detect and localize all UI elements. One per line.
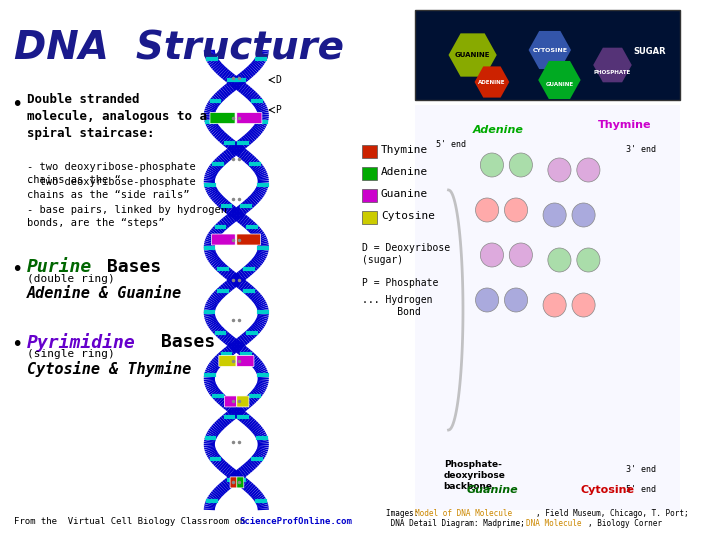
Text: D: D bbox=[275, 75, 281, 85]
Text: Pyrimidine: Pyrimidine bbox=[27, 333, 136, 352]
Text: Guanine: Guanine bbox=[466, 485, 518, 495]
Circle shape bbox=[505, 198, 528, 222]
Bar bbox=[361, 167, 377, 180]
FancyBboxPatch shape bbox=[212, 234, 235, 245]
Circle shape bbox=[475, 198, 499, 222]
Text: Guanine: Guanine bbox=[381, 189, 428, 199]
Text: PHOSPHATE: PHOSPHATE bbox=[594, 70, 631, 75]
FancyBboxPatch shape bbox=[230, 477, 237, 488]
Text: Images:: Images: bbox=[386, 509, 428, 518]
Text: - two deoxyribose-phosphate
chains as the “: - two deoxyribose-phosphate chains as th… bbox=[27, 162, 196, 185]
Text: - base pairs, linked by hydrogen
bonds, are the “steps”: - base pairs, linked by hydrogen bonds, … bbox=[27, 205, 227, 228]
Text: ADENINE: ADENINE bbox=[478, 79, 505, 84]
Text: (double ring): (double ring) bbox=[27, 274, 114, 284]
Text: •: • bbox=[12, 95, 23, 114]
FancyBboxPatch shape bbox=[225, 396, 237, 407]
FancyBboxPatch shape bbox=[237, 477, 244, 488]
Text: Thymine: Thymine bbox=[381, 145, 428, 155]
Text: P = Phosphate: P = Phosphate bbox=[361, 278, 438, 288]
Text: Thymine: Thymine bbox=[598, 120, 652, 130]
Text: Model of DNA Molecule: Model of DNA Molecule bbox=[415, 509, 512, 518]
Bar bbox=[361, 145, 377, 158]
Text: Adenine: Adenine bbox=[381, 167, 428, 177]
Text: GUANINE: GUANINE bbox=[455, 52, 490, 58]
Text: SUGAR: SUGAR bbox=[633, 48, 665, 57]
Text: 3' end: 3' end bbox=[626, 145, 656, 154]
Text: Double stranded
molecule, analogous to a
spiral staircase:: Double stranded molecule, analogous to a… bbox=[27, 93, 207, 140]
Circle shape bbox=[509, 243, 532, 267]
Text: •: • bbox=[12, 335, 23, 354]
Text: •: • bbox=[12, 260, 23, 279]
Text: Cytosine & Thymine: Cytosine & Thymine bbox=[27, 361, 192, 377]
Text: , Field Museum, Chicago, T. Port;: , Field Museum, Chicago, T. Port; bbox=[536, 509, 689, 518]
Bar bbox=[361, 211, 377, 224]
Text: Purine: Purine bbox=[27, 258, 92, 276]
FancyBboxPatch shape bbox=[237, 396, 249, 407]
Text: P: P bbox=[275, 105, 281, 115]
Bar bbox=[415, 10, 680, 100]
Text: From the  Virtual Cell Biology Classroom on: From the Virtual Cell Biology Classroom … bbox=[14, 517, 256, 526]
Text: 5' end: 5' end bbox=[436, 140, 466, 149]
Circle shape bbox=[480, 243, 503, 267]
Circle shape bbox=[543, 203, 566, 227]
Text: D = Deoxyribose
(sugar): D = Deoxyribose (sugar) bbox=[361, 243, 450, 265]
Text: Adenine & Guanine: Adenine & Guanine bbox=[27, 286, 182, 301]
Text: , Biology Corner: , Biology Corner bbox=[588, 519, 662, 528]
Circle shape bbox=[509, 153, 532, 177]
Text: ScienceProfOnline.com: ScienceProfOnline.com bbox=[239, 517, 352, 526]
Circle shape bbox=[480, 153, 503, 177]
Text: Cytosine: Cytosine bbox=[381, 211, 435, 221]
Text: Phosphate-
deoxyribose
backbone: Phosphate- deoxyribose backbone bbox=[444, 460, 505, 491]
Circle shape bbox=[543, 293, 566, 317]
Circle shape bbox=[577, 248, 600, 272]
Text: Bases: Bases bbox=[96, 258, 162, 276]
FancyBboxPatch shape bbox=[237, 234, 261, 245]
Text: Adenine: Adenine bbox=[472, 125, 523, 135]
Circle shape bbox=[505, 288, 528, 312]
Circle shape bbox=[572, 203, 595, 227]
Text: CYTOSINE: CYTOSINE bbox=[532, 48, 567, 52]
Bar bbox=[415, 105, 680, 510]
FancyBboxPatch shape bbox=[237, 355, 254, 367]
Circle shape bbox=[475, 288, 499, 312]
Text: 5' end: 5' end bbox=[626, 485, 656, 494]
Text: 3' end: 3' end bbox=[626, 465, 656, 474]
Circle shape bbox=[577, 158, 600, 182]
Text: DNA Molecule: DNA Molecule bbox=[526, 519, 581, 528]
FancyBboxPatch shape bbox=[210, 112, 235, 124]
Text: Bases: Bases bbox=[150, 333, 215, 351]
Text: Cytosine: Cytosine bbox=[580, 485, 634, 495]
Bar bbox=[361, 189, 377, 202]
Circle shape bbox=[548, 158, 571, 182]
Text: (single ring): (single ring) bbox=[27, 349, 114, 359]
Text: ... Hydrogen
      Bond: ... Hydrogen Bond bbox=[361, 295, 432, 318]
FancyBboxPatch shape bbox=[219, 355, 236, 367]
Text: DNA  Structure: DNA Structure bbox=[14, 30, 344, 68]
Text: - two deoxyribose-phosphate
chains as the “side rails”: - two deoxyribose-phosphate chains as th… bbox=[27, 177, 196, 200]
Text: DNA Detail Diagram: Madprime;: DNA Detail Diagram: Madprime; bbox=[386, 519, 534, 528]
Circle shape bbox=[572, 293, 595, 317]
Text: GUANINE: GUANINE bbox=[545, 83, 574, 87]
FancyBboxPatch shape bbox=[237, 112, 262, 124]
Circle shape bbox=[548, 248, 571, 272]
